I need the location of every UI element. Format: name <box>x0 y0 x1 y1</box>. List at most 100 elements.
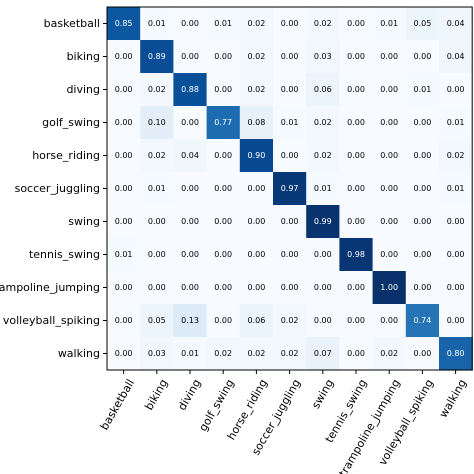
heatmap-cell <box>140 172 174 206</box>
cell-value-label: 0.00 <box>347 85 365 94</box>
x-tick-label: trampoline_jumping <box>336 377 402 474</box>
cell-value-label: 0.02 <box>148 151 166 160</box>
heatmap-cell <box>439 106 473 140</box>
heatmap-cell <box>306 205 340 239</box>
heatmap-cell <box>239 73 274 107</box>
x-tick-label: walking <box>437 377 469 420</box>
heatmap-cell <box>339 73 374 107</box>
cell-value-label: 0.00 <box>447 283 465 292</box>
cell-value-label: 0.00 <box>214 250 232 259</box>
heatmap-cells <box>107 7 473 371</box>
heatmap-cell <box>239 7 274 41</box>
heatmap-cell <box>273 40 307 74</box>
heatmap-cell <box>306 106 340 140</box>
heatmap-cell <box>107 106 141 140</box>
cell-value-label: 0.00 <box>115 316 133 325</box>
y-tick-label: volleyball_spiking <box>3 314 100 327</box>
cell-value-label: 0.00 <box>413 349 431 358</box>
cell-value-label: 0.00 <box>347 184 365 193</box>
cell-value-label: 0.74 <box>413 316 431 325</box>
heatmap-cell <box>107 73 141 107</box>
heatmap-cell <box>372 172 407 206</box>
cell-value-label: 0.00 <box>115 52 133 61</box>
cell-value-label: 0.02 <box>247 52 265 61</box>
cell-value-label: 0.02 <box>247 19 265 28</box>
cell-value-label: 0.01 <box>413 85 431 94</box>
heatmap-cell <box>439 205 473 239</box>
heatmap-cell <box>439 7 473 41</box>
cell-value-label: 0.05 <box>148 316 166 325</box>
heatmap-cell <box>173 139 208 173</box>
cell-value-label: 0.01 <box>148 19 166 28</box>
heatmap-cell <box>107 271 141 305</box>
cell-value-label: 0.00 <box>380 85 398 94</box>
cell-value-label: 0.02 <box>281 349 299 358</box>
heatmap-cell <box>206 73 241 107</box>
heatmap-cell <box>439 271 473 305</box>
cell-value-label: 0.04 <box>447 19 465 28</box>
heatmap-cell <box>206 337 241 371</box>
cell-value-label: 0.00 <box>447 217 465 226</box>
cell-value-label: 0.00 <box>347 217 365 226</box>
heatmap-cell <box>173 106 208 140</box>
cell-value-label: 0.80 <box>447 349 465 358</box>
heatmap-cell <box>273 304 307 338</box>
cell-value-label: 0.04 <box>181 151 199 160</box>
x-tick-label: basketball <box>98 377 137 432</box>
cell-value-label: 0.00 <box>247 250 265 259</box>
heatmap-cell <box>107 40 141 74</box>
cell-value-label: 0.00 <box>447 85 465 94</box>
heatmap-cell <box>273 337 307 371</box>
heatmap-cell <box>140 304 174 338</box>
cell-value-label: 0.00 <box>214 184 232 193</box>
cell-value-label: 0.00 <box>413 52 431 61</box>
cell-value-label: 0.00 <box>115 283 133 292</box>
heatmap-cell <box>239 205 274 239</box>
heatmap-cell <box>405 7 440 41</box>
cell-value-label: 0.00 <box>314 250 332 259</box>
heatmap-cell <box>372 271 407 305</box>
heatmap-cell <box>206 139 241 173</box>
cell-value-label: 0.02 <box>214 349 232 358</box>
y-tick-label: biking <box>67 50 100 63</box>
heatmap-cell <box>372 304 407 338</box>
cell-value-label: 0.02 <box>247 349 265 358</box>
heatmap-cell <box>339 337 374 371</box>
heatmap-cell <box>306 304 340 338</box>
cell-value-label: 0.06 <box>247 316 265 325</box>
heatmap-cell <box>239 304 274 338</box>
x-tick-label: swing <box>309 377 336 411</box>
heatmap-cell <box>273 73 307 107</box>
cell-value-label: 0.00 <box>380 184 398 193</box>
cell-value-label: 0.00 <box>380 52 398 61</box>
cell-value-label: 0.06 <box>314 85 332 94</box>
cell-value-label: 0.01 <box>181 349 199 358</box>
heatmap-cell <box>107 139 141 173</box>
cell-value-label: 0.00 <box>347 19 365 28</box>
heatmap-cell <box>339 7 374 41</box>
heatmap-cell <box>439 304 473 338</box>
heatmap-cell <box>140 73 174 107</box>
heatmap-cell <box>273 271 307 305</box>
heatmap-cell <box>372 205 407 239</box>
cell-value-label: 0.00 <box>214 52 232 61</box>
cell-value-label: 0.07 <box>314 349 332 358</box>
heatmap-cell <box>372 337 407 371</box>
heatmap-cell <box>273 172 307 206</box>
heatmap-cell <box>405 271 440 305</box>
cell-value-label: 0.00 <box>347 151 365 160</box>
cell-value-label: 0.01 <box>214 19 232 28</box>
heatmap-cell <box>439 238 473 272</box>
heatmap-cell <box>107 172 141 206</box>
heatmap-cell <box>405 238 440 272</box>
y-tick-label: walking <box>58 347 100 360</box>
cell-value-label: 0.00 <box>181 184 199 193</box>
heatmap-cell <box>339 139 374 173</box>
heatmap-cell <box>173 271 208 305</box>
cell-value-label: 0.00 <box>281 250 299 259</box>
heatmap-cell <box>372 106 407 140</box>
cell-value-label: 0.00 <box>380 217 398 226</box>
heatmap-cell <box>107 304 141 338</box>
heatmap-cell <box>405 172 440 206</box>
heatmap-cell <box>206 271 241 305</box>
